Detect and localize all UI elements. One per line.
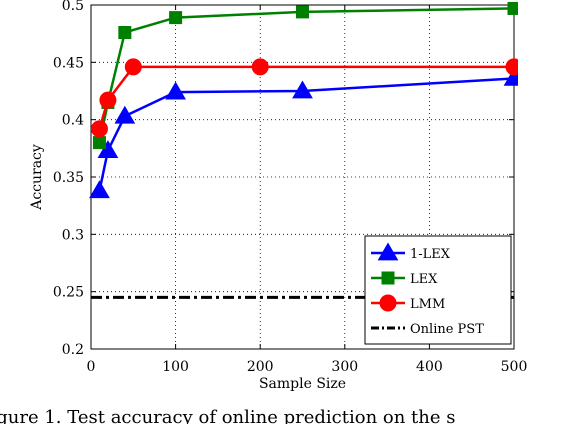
data-point — [169, 11, 183, 25]
series-1-lex — [89, 67, 518, 199]
y-axis-label: Accuracy — [29, 144, 45, 211]
data-point — [507, 1, 518, 15]
data-point — [99, 91, 117, 109]
data-point — [124, 58, 142, 76]
x-tick-label: 300 — [331, 359, 358, 375]
data-point — [505, 58, 518, 76]
y-tick-label: 0.3 — [62, 227, 84, 243]
legend-label: 1-LEX — [410, 247, 451, 262]
legend-label: Online PST — [410, 322, 484, 337]
data-point — [114, 105, 136, 124]
data-point — [251, 58, 269, 76]
data-point — [292, 80, 313, 99]
y-tick-label: 0.5 — [62, 0, 84, 14]
legend-marker — [381, 271, 395, 285]
legend-label: LMM — [410, 297, 445, 312]
data-point — [90, 120, 108, 138]
series-lmm — [90, 58, 518, 138]
figure-caption: Figure 1. Test accuracy of online predic… — [0, 407, 455, 424]
legend-entry: Online PST — [371, 322, 484, 337]
x-axis-label: Sample Size — [259, 376, 346, 392]
y-tick-label: 0.4 — [62, 113, 84, 129]
legend-entry: LMM — [371, 294, 445, 312]
series-group — [89, 1, 518, 299]
axis-ticks: 0 100 200 300 400 500 0.2 0.25 0.3 0.35 0.4 0.45 0.5 — [53, 0, 528, 375]
legend-marker — [379, 294, 397, 312]
legend-entry: LEX — [371, 271, 438, 287]
y-tick-label: 0.2 — [62, 342, 84, 358]
x-tick-label: 500 — [501, 359, 528, 375]
data-point — [97, 140, 119, 158]
data-point — [296, 5, 309, 19]
x-tick-label: 0 — [87, 359, 96, 375]
legend-entry: 1-LEX — [371, 242, 451, 262]
series-line — [98, 7, 515, 143]
x-tick-label: 400 — [416, 359, 443, 375]
x-tick-label: 200 — [247, 359, 274, 375]
x-tick-label: 100 — [162, 359, 189, 375]
data-point — [165, 81, 186, 100]
y-tick-label: 0.25 — [53, 285, 84, 301]
y-tick-label: 0.45 — [53, 55, 84, 71]
legend: 1-LEX LEX LMM Online PST — [364, 235, 512, 345]
y-tick-label: 0.35 — [53, 170, 84, 186]
legend-marker — [377, 242, 399, 261]
data-point — [118, 26, 132, 40]
data-point — [89, 180, 110, 199]
series-lex — [92, 1, 518, 150]
legend-label: LEX — [410, 272, 438, 287]
data-point — [92, 136, 106, 150]
